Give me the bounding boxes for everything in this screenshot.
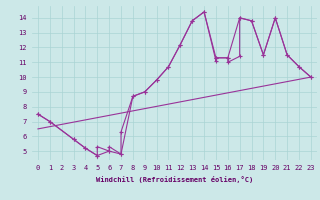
X-axis label: Windchill (Refroidissement éolien,°C): Windchill (Refroidissement éolien,°C) [96, 176, 253, 183]
